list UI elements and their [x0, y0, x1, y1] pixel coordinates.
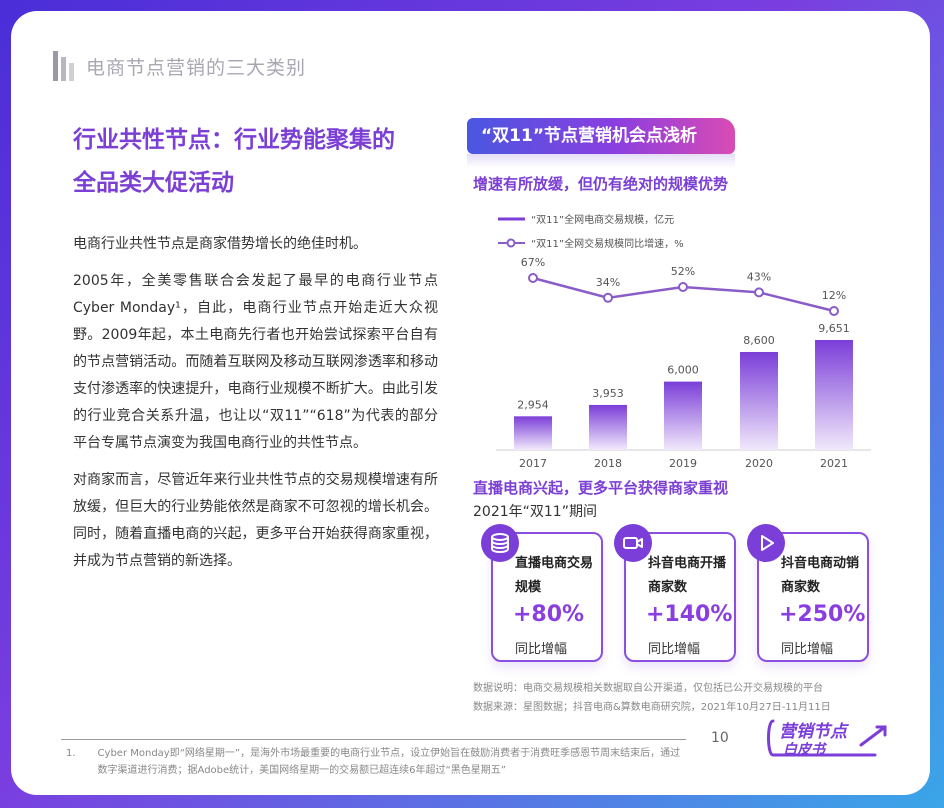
body-text: 电商行业共性节点是商家借势增长的绝佳时机。 2005年，全美零售联合会发起了最早…: [73, 231, 438, 585]
page-number: 10: [711, 730, 729, 746]
data-notes: 数据说明：电商交易规模相关数据取自公开渠道，仅包括已公开交易规模的平台 数据来源…: [473, 679, 831, 717]
growth-point-2017: [528, 273, 538, 283]
video-camera-icon: [614, 524, 652, 562]
footer-divider: [61, 739, 686, 740]
x-tick-2019: 2019: [669, 457, 697, 469]
chart: “双11”全网电商交易规模，亿元 “双11”全网交易规模同比增速，% 2,954 20…: [471, 201, 871, 469]
growth-label-2018: 34%: [596, 276, 620, 289]
stat-card-3: 抖音电商动销商家数 +250% 同比增幅: [747, 524, 869, 662]
growth-point-2019: [678, 282, 688, 292]
legend-line-label: “双11”全网交易规模同比增速，%: [531, 237, 684, 250]
footnote-index: 1.: [66, 748, 76, 759]
card-title: 直播电商交易规模: [515, 556, 594, 595]
live-heading: 直播电商兴起，更多平台获得商家重视: [473, 479, 729, 497]
bar-label-2018: 3,953: [592, 387, 624, 400]
card-value: +80%: [513, 602, 585, 627]
growth-label-2020: 43%: [747, 270, 771, 283]
x-tick-2020: 2020: [745, 457, 773, 469]
card-title: 抖音电商开播商家数: [648, 556, 727, 595]
bar-2021: [815, 340, 853, 450]
stat-card-1: 直播电商交易规模 +80% 同比增幅: [481, 524, 603, 662]
growth-label-2017: 67%: [521, 256, 545, 269]
footnote: 1. Cyber Monday即“网络星期一”，是海外市场最重要的电商行业节点，…: [66, 745, 686, 779]
data-note-line2: 数据来源：星图数据；抖音电商&算数电商研究院，2021年10月27日-11月11…: [473, 702, 831, 713]
bar-2018: [589, 404, 627, 450]
growth-point-2018: [603, 292, 613, 303]
play-icon: [747, 524, 785, 562]
card-note: 同比增幅: [515, 642, 568, 657]
bars-icon: [53, 51, 74, 81]
growth-label-2021: 12%: [822, 289, 846, 302]
body-paragraph-2: 2005年，全美零售联合会发起了最早的电商行业节点Cyber Monday¹，自…: [73, 273, 438, 451]
legend-bar-label: “双11”全网电商交易规模，亿元: [531, 213, 674, 226]
bar-2019: [664, 381, 702, 450]
bar-2020: [740, 351, 778, 450]
x-tick-2018: 2018: [594, 457, 622, 469]
growth-point-2020: [754, 287, 764, 298]
legend-line-marker: [506, 238, 516, 248]
footnote-text: Cyber Monday即“网络星期一”，是海外市场最重要的电商行业节点，设立伊…: [97, 748, 681, 776]
card-value: +140%: [646, 602, 733, 627]
card-title: 抖音电商动销商家数: [781, 556, 860, 595]
logo-line1: 营销节点: [779, 722, 847, 742]
data-note-line1: 数据说明：电商交易规模相关数据取自公开渠道，仅包括已公开交易规模的平台: [473, 683, 823, 694]
banner-shadow: [467, 154, 735, 168]
chart-heading: 增速有所放缓，但仍有绝对的规模优势: [473, 175, 729, 193]
bar-label-2021: 9,651: [818, 322, 850, 335]
card-note: 同比增幅: [648, 642, 701, 657]
bar-label-2017: 2,954: [517, 398, 549, 411]
body-paragraph-3: 对商家而言，尽管近年来行业共性节点的交易规模增速有所放缓，但巨大的行业势能依然是…: [73, 472, 438, 569]
stat-card-2: 抖音电商开播商家数 +140% 同比增幅: [614, 524, 736, 662]
growth-point-2021: [829, 306, 839, 316]
body-paragraph-1: 电商行业共性节点是商家借势增长的绝佳时机。: [73, 236, 367, 252]
bar-label-2019: 6,000: [667, 364, 699, 377]
period-label: 2021年“双11”期间: [473, 504, 597, 520]
bar-2017: [514, 416, 552, 450]
section-title: 电商节点营销的三大类别: [86, 56, 307, 79]
growth-label-2019: 52%: [671, 265, 695, 278]
x-tick-2021: 2021: [820, 457, 848, 469]
section-header: 电商节点营销的三大类别: [53, 51, 306, 81]
chart-svg: “双11”全网电商交易规模，亿元 “双11”全网交易规模同比增速，% 2,954 20…: [496, 213, 871, 469]
bar-label-2020: 8,600: [743, 334, 775, 347]
report-page: 电商节点营销的三大类别 行业共性节点：行业势能聚集的 全品类大促活动 电商行业共…: [11, 11, 930, 795]
logo-line2: 白皮书: [783, 742, 825, 758]
logo: 营销节点 白皮书: [765, 715, 895, 761]
main-heading: 行业共性节点：行业势能聚集的 全品类大促活动: [73, 119, 433, 205]
main-heading-line2: 全品类大促活动: [73, 170, 234, 196]
card-note: 同比增幅: [781, 642, 834, 657]
coins-icon: [481, 524, 519, 562]
x-tick-2017: 2017: [519, 457, 547, 469]
card-value: +250%: [779, 602, 866, 627]
main-heading-line1: 行业共性节点：行业势能聚集的: [73, 127, 395, 153]
banner-title: “双11”节点营销机会点浅析: [467, 118, 735, 154]
